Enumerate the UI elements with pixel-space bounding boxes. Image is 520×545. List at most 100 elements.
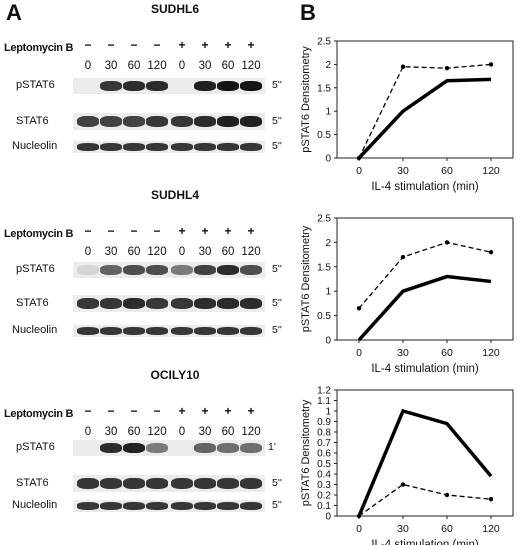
treatment-sign: −: [153, 404, 161, 418]
blot-strip: [73, 262, 265, 278]
blot-band: [240, 443, 262, 453]
treatment-sign: +: [247, 38, 255, 52]
blot-strip: [73, 295, 265, 312]
blot-band: [217, 81, 239, 91]
blot-band: [240, 478, 262, 489]
treatment-sign: −: [130, 38, 138, 52]
blot-band: [77, 478, 99, 489]
blot-band: [217, 143, 239, 151]
blot-band: [100, 298, 122, 309]
blot-band: [146, 265, 168, 275]
blot-row-label: Nucleolin: [12, 324, 58, 336]
exposure-time: 5'': [272, 263, 282, 275]
blot-band: [146, 116, 168, 127]
y-tick-label: 0.5: [317, 130, 331, 141]
treatment-sign: −: [107, 224, 115, 238]
chart-frame: [336, 40, 514, 159]
blot-band: [100, 478, 122, 489]
blot-row-label: Nucleolin: [12, 140, 58, 152]
y-tick-label: 0.2: [317, 491, 331, 502]
blot-band: [240, 116, 262, 127]
blot-strip: [73, 475, 265, 492]
y-tick-label: 0.1: [317, 501, 331, 512]
timepoint-label: 30: [198, 60, 212, 72]
timepoint-label: 30: [198, 246, 212, 258]
blot-band: [146, 143, 168, 151]
treatment-sign: −: [153, 224, 161, 238]
timepoint-label: 60: [127, 60, 141, 72]
series-line-solid: [357, 77, 492, 160]
timepoint-label: 120: [241, 60, 261, 72]
y-tick-label: 0.6: [317, 449, 331, 460]
blot-band: [194, 265, 216, 275]
cell-line-title: SUDHL6: [150, 2, 199, 16]
blot-band: [171, 265, 193, 275]
treatment-sign: −: [107, 38, 115, 52]
blot-band: [77, 265, 99, 275]
blot-band: [194, 502, 216, 510]
blot-row-label: pSTAT6: [16, 263, 55, 275]
blot-band: [240, 143, 262, 151]
chart-frame: [336, 217, 514, 341]
blot-band: [123, 143, 145, 151]
exposure-time: 1': [268, 441, 276, 453]
treatment-label: Leptomycin B: [4, 42, 74, 54]
y-tick-label: 0.3: [317, 480, 331, 491]
timepoint-label: 30: [104, 426, 118, 438]
x-tick-label: 60: [441, 347, 453, 359]
y-axis-label: pSTAT6 Densitometry: [300, 225, 312, 332]
blot-band: [217, 298, 239, 309]
treatment-sign: +: [178, 404, 186, 418]
timepoint-label: 0: [84, 426, 92, 438]
y-tick-label: 0: [325, 512, 331, 523]
blot-band: [217, 478, 239, 489]
x-tick-label: 30: [397, 523, 409, 535]
y-tick-label: 1.2: [317, 386, 331, 397]
exposure-time: 5'': [272, 324, 282, 336]
y-tick-label: 1.1: [317, 396, 331, 407]
x-tick-label: 120: [482, 165, 500, 177]
exposure-time: 5'': [272, 476, 282, 489]
timepoint-label: 60: [221, 246, 235, 258]
blot-band: [171, 143, 193, 151]
blot-band: [194, 143, 216, 151]
timepoint-label: 60: [221, 60, 235, 72]
treatment-sign: +: [178, 38, 186, 52]
y-tick-label: 0.4: [317, 470, 331, 481]
x-axis-label: IL-4 stimulation (min): [371, 539, 479, 545]
cell-line-title: OCILY10: [150, 368, 200, 382]
blot-band: [146, 443, 168, 453]
blot-band: [123, 265, 145, 275]
data-point: [400, 64, 406, 69]
timepoint-label: 0: [84, 60, 92, 72]
blot-strip: [73, 141, 265, 153]
panel-label-a: A: [6, 0, 22, 25]
blot-band: [123, 327, 145, 335]
blot-band: [217, 443, 239, 453]
y-tick-label: 1.5: [317, 83, 331, 94]
treatment-sign: −: [130, 404, 138, 418]
x-tick-label: 0: [356, 523, 362, 535]
blot-strip: [73, 78, 265, 94]
treatment-sign: +: [201, 224, 209, 238]
blot-band: [77, 116, 99, 127]
blot-band: [194, 327, 216, 335]
y-axis-label: pSTAT6 Densitometry: [300, 399, 312, 506]
blot-band: [240, 298, 262, 309]
treatment-sign: +: [247, 404, 255, 418]
blot-band: [146, 81, 168, 91]
blot-band: [146, 327, 168, 335]
treatment-sign: +: [224, 38, 232, 52]
blot-band: [240, 502, 262, 510]
blot-band: [123, 478, 145, 489]
treatment-sign: −: [153, 38, 161, 52]
blot-band: [171, 478, 193, 489]
blot-band: [100, 443, 122, 453]
blot-band: [171, 298, 193, 309]
y-tick-label: 1.5: [317, 262, 331, 273]
data-point: [356, 306, 362, 311]
blot-band: [77, 143, 99, 151]
blot-band: [77, 502, 99, 510]
timepoint-label: 60: [127, 246, 141, 258]
data-point: [444, 65, 450, 71]
